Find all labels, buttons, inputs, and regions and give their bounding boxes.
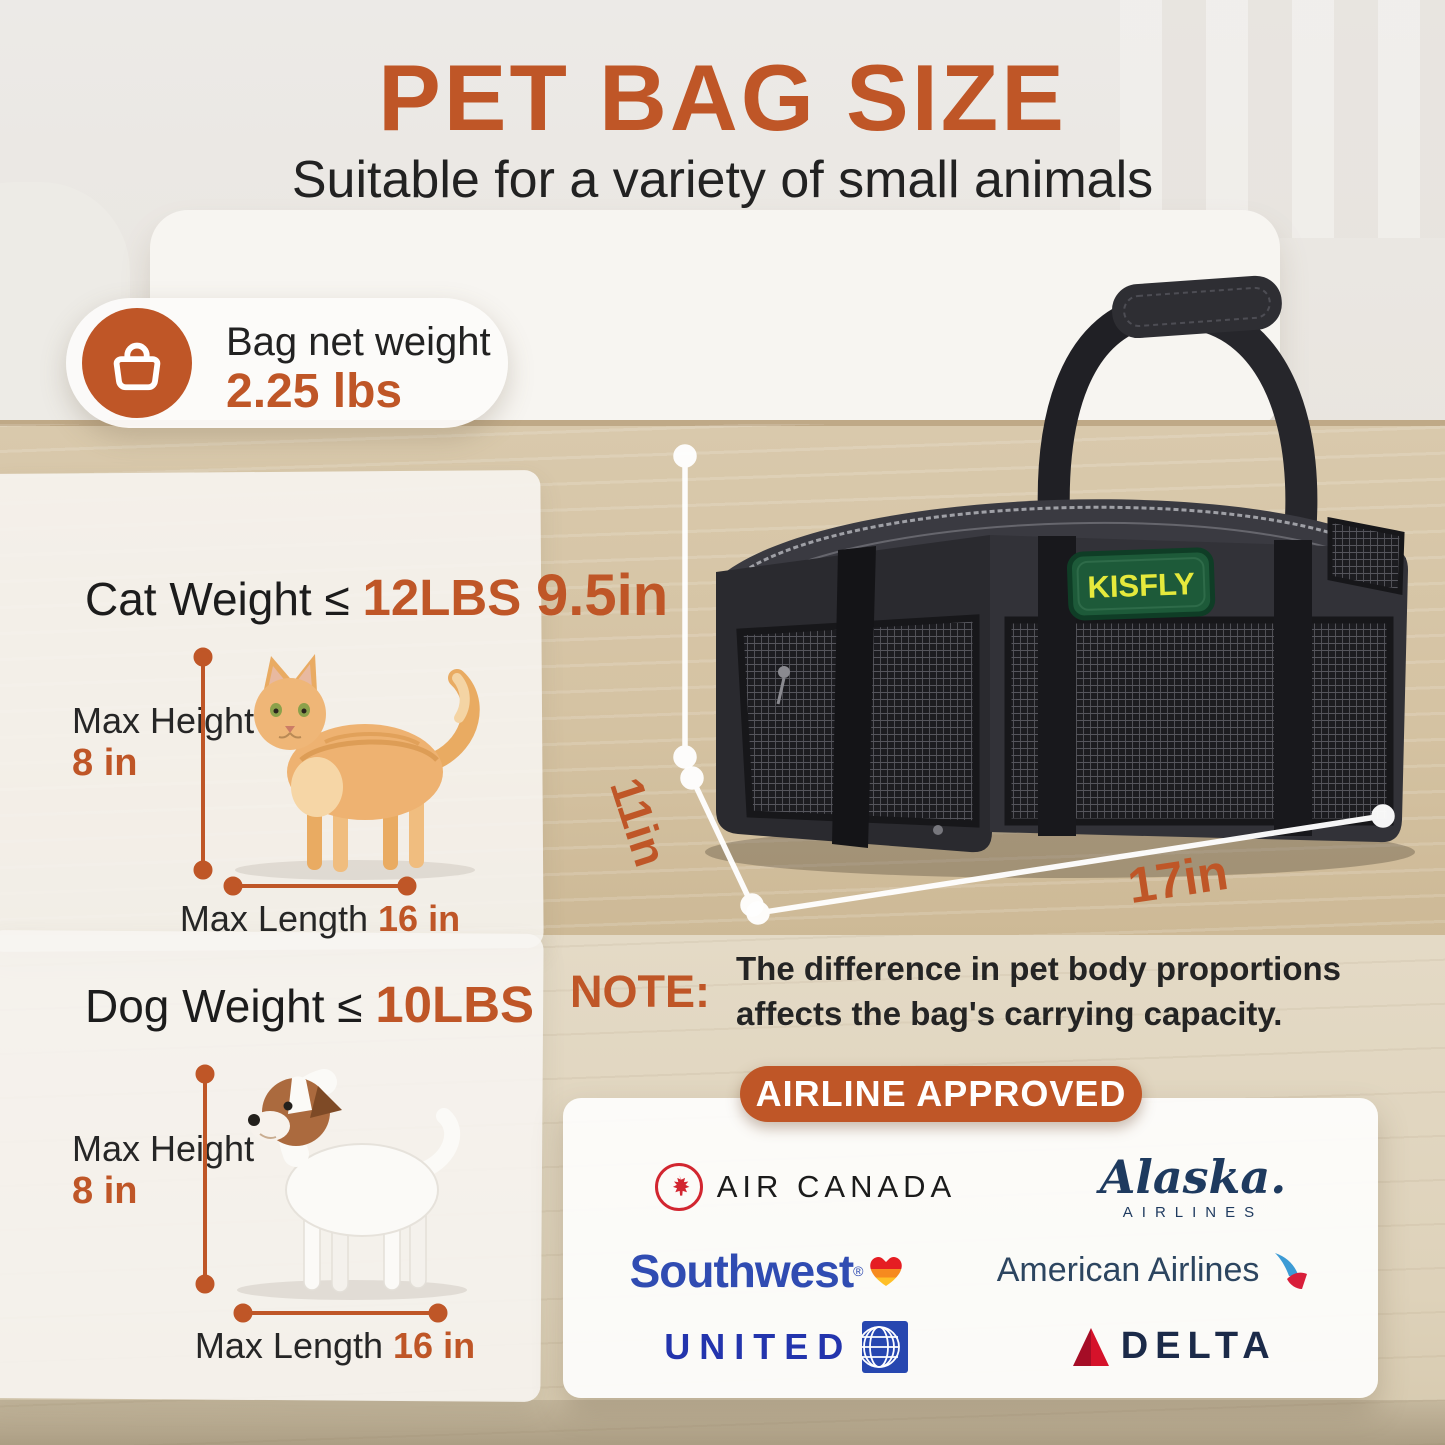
air-canada-wordmark: AIR CANADA xyxy=(716,1169,957,1204)
cat-photo xyxy=(235,654,480,880)
delta-widget-icon xyxy=(1072,1327,1109,1366)
cat-weight-heading: Cat Weight ≤ 12LBS xyxy=(85,568,521,627)
note-line-2: affects the bag's carrying capacity. xyxy=(736,995,1283,1032)
alaska-airlines-subtext: AIRLINES xyxy=(1122,1203,1264,1221)
southwest-heart-icon xyxy=(869,1256,902,1286)
alaska-airlines-logo: Alaska. AIRLINES xyxy=(1100,1154,1287,1221)
cat-max-length: Max Length 16 in xyxy=(175,898,465,940)
net-weight-label: Bag net weight xyxy=(226,320,491,364)
cat-max-height-value: 8 in xyxy=(72,742,138,784)
page-subtitle: Suitable for a variety of small animals xyxy=(291,151,1154,209)
airline-approved-pill: AIRLINE APPROVED xyxy=(740,1066,1142,1122)
brand-patch: KISFLY xyxy=(1066,547,1216,621)
airline-approved-card: AIR CANADA Alaska. AIRLINES Southwest ® xyxy=(563,1098,1378,1398)
curtain-background xyxy=(1120,0,1445,238)
page-title: PET BAG SIZE xyxy=(378,45,1067,150)
southwest-registered-mark: ® xyxy=(853,1262,864,1279)
united-globe-icon xyxy=(862,1320,909,1373)
dog-weight-heading: Dog Weight ≤ 10LBS xyxy=(85,975,534,1034)
air-canada-mapleleaf-icon xyxy=(654,1163,703,1211)
net-weight-badge: Bag net weight 2.25 lbs xyxy=(66,298,508,428)
floor-edge-shadow xyxy=(0,1400,1445,1445)
southwest-wordmark: Southwest xyxy=(629,1244,855,1297)
net-weight-value: 2.25 lbs xyxy=(226,365,403,418)
alaska-wordmark: Alaska. xyxy=(1099,1149,1287,1204)
dog-photo xyxy=(237,1069,467,1300)
pet-carrier-bag: KISFLY xyxy=(705,275,1415,878)
southwest-logo: Southwest ® xyxy=(630,1244,904,1298)
airline-row-2: Southwest ® American xyxy=(583,1244,1358,1298)
bag-icon-circle xyxy=(82,308,192,418)
bag-height-label: 9.5in xyxy=(536,563,669,628)
airline-row-1: AIR CANADA Alaska. AIRLINES xyxy=(583,1154,1358,1221)
note-label: NOTE: xyxy=(570,966,710,1017)
note-line-1: The difference in pet body proportions xyxy=(736,950,1342,987)
dog-weight-value: 10LBS xyxy=(375,976,535,1033)
cat-max-length-value: 16 in xyxy=(378,898,461,939)
air-canada-logo: AIR CANADA xyxy=(654,1163,957,1211)
cat-weight-label: Cat Weight ≤ xyxy=(85,573,363,625)
cat-weight-value: 12LBS xyxy=(362,569,522,626)
dog-weight-label: Dog Weight ≤ xyxy=(85,980,376,1032)
delta-wordmark: DELTA xyxy=(1120,1325,1277,1367)
cat-max-length-label: Max Length xyxy=(179,898,379,939)
bag-icon xyxy=(113,342,161,391)
cat-max-height-label: Max Height xyxy=(72,700,255,741)
united-logo: UNITED xyxy=(664,1320,909,1373)
dog-max-length-value: 16 in xyxy=(393,1325,476,1366)
dog-max-length: Max Length 16 in xyxy=(190,1325,480,1367)
dog-max-height-value: 8 in xyxy=(72,1170,138,1212)
brand-logo-text: KISFLY xyxy=(1087,566,1196,605)
american-airlines-wordmark: American Airlines xyxy=(996,1251,1260,1289)
delta-logo: DELTA xyxy=(1071,1325,1277,1368)
american-airlines-eagle-icon xyxy=(1275,1252,1308,1289)
american-airlines-logo: American Airlines xyxy=(997,1249,1312,1293)
airline-logo-rows: AIR CANADA Alaska. AIRLINES Southwest ® xyxy=(583,1142,1358,1384)
dog-max-height-label: Max Height xyxy=(72,1128,255,1169)
dog-max-length-label: Max Length xyxy=(194,1325,394,1366)
united-wordmark: UNITED xyxy=(664,1325,853,1367)
airline-row-3: UNITED xyxy=(583,1320,1358,1373)
airline-approved-text: AIRLINE APPROVED xyxy=(755,1073,1127,1114)
